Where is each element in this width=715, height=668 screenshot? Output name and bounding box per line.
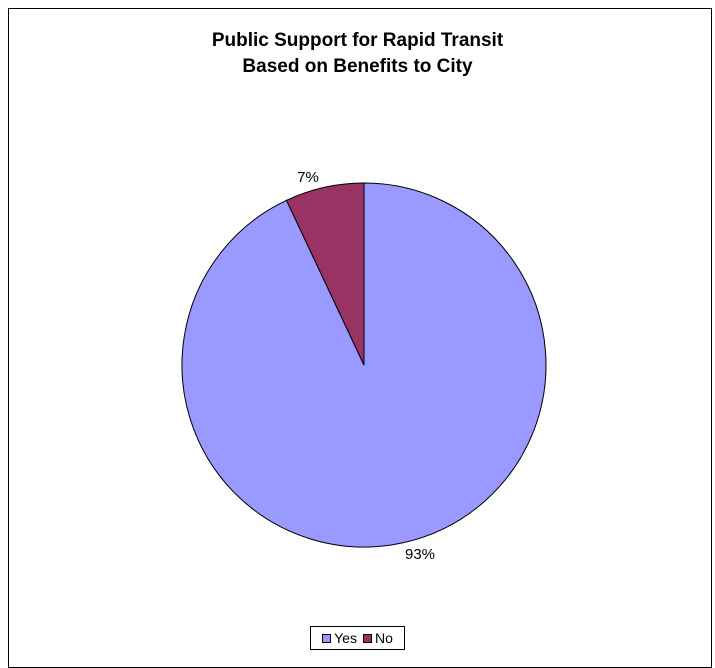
legend-label-yes: Yes bbox=[334, 630, 357, 646]
legend-label-no: No bbox=[374, 630, 393, 646]
legend: Yes No bbox=[310, 626, 405, 650]
chart-title-line-1: Public Support for Rapid Transit bbox=[211, 30, 504, 51]
legend-swatch-no bbox=[362, 633, 372, 643]
data-label-no: 7% bbox=[297, 169, 319, 186]
legend-entry-yes: Yes bbox=[322, 630, 357, 646]
data-label-yes: 93% bbox=[405, 546, 435, 563]
pie-chart: 7% 93% bbox=[181, 169, 547, 563]
chart-title-line-2: Based on Benefits to City bbox=[242, 56, 473, 77]
pie-slice-no bbox=[285, 182, 365, 366]
chart-title: Public Support for Rapid Transit Based o… bbox=[0, 28, 715, 80]
legend-entry-no: No bbox=[362, 630, 393, 646]
legend-swatch-yes bbox=[322, 633, 332, 643]
